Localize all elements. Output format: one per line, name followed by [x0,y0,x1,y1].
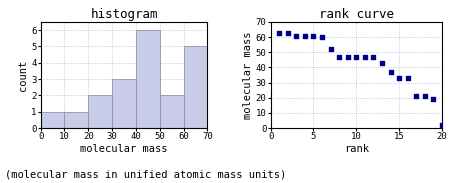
Bar [112,79,136,128]
Bar [41,112,64,128]
Point [336,55,343,58]
Bar [64,112,88,128]
Y-axis label: molecular mass: molecular mass [243,31,253,119]
X-axis label: rank: rank [344,144,369,154]
Point [430,98,437,101]
Point [318,36,326,39]
Point [276,31,283,34]
Point [353,55,360,58]
Point [284,31,291,34]
Text: (molecular mass in unified atomic mass units): (molecular mass in unified atomic mass u… [5,169,286,179]
Point [327,48,334,51]
Point [310,34,317,37]
Bar [160,96,184,128]
Point [293,34,300,37]
Point [387,70,394,73]
Point [421,95,428,98]
Title: rank curve: rank curve [319,8,394,21]
Point [438,124,446,126]
Bar [88,96,112,128]
Point [404,77,411,80]
Title: histogram: histogram [90,8,158,21]
Point [378,61,386,64]
Point [301,34,308,37]
Point [370,55,377,58]
Bar [184,46,207,128]
Y-axis label: count: count [18,59,28,91]
Point [413,95,420,98]
Point [361,55,368,58]
Point [396,77,403,80]
Point [344,55,351,58]
Bar [136,30,160,128]
X-axis label: molecular mass: molecular mass [80,144,168,154]
